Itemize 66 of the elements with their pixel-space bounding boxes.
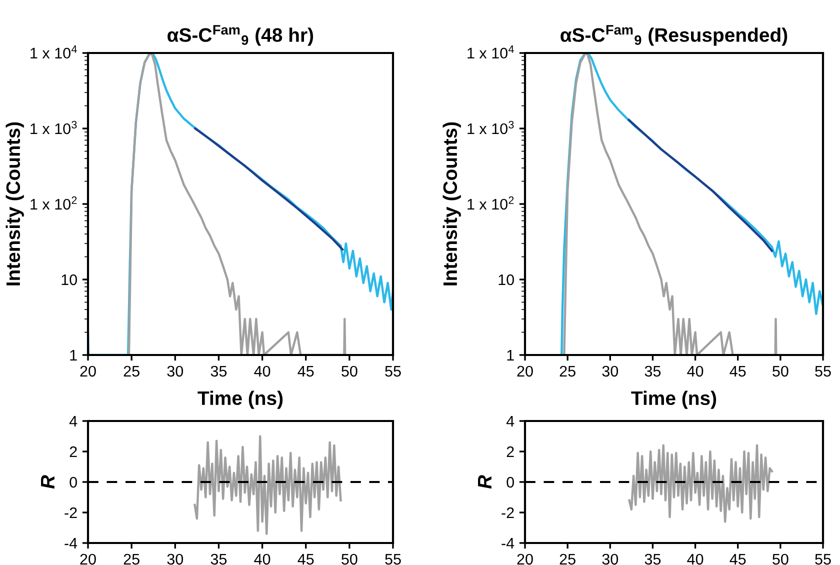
x-tick-label: 55 xyxy=(815,366,831,377)
y-tick-label: 1 xyxy=(507,350,514,361)
y-tick-label: 1 x 10$^{4}$ xyxy=(468,45,514,59)
line-series xyxy=(628,118,774,252)
y-tick-label: -4 xyxy=(64,538,78,549)
y-tick-label: -4 xyxy=(502,538,514,549)
x-tick-label: 20 xyxy=(517,554,533,565)
x-tick-label: 50 xyxy=(342,366,358,377)
y-tick-label: 0 xyxy=(506,476,514,488)
x-tick-label: 50 xyxy=(772,554,788,565)
x-tick-label: 35 xyxy=(210,366,227,377)
x-tick-label: 30 xyxy=(167,554,184,565)
y-tick-label: 1 x 10$^{4}$ xyxy=(30,45,77,59)
y-axis-title: Intensity (Counts) xyxy=(6,122,24,286)
line-series xyxy=(628,444,774,523)
y-axis-title: R xyxy=(41,475,54,489)
chart-title: αS-C$^{Fam}$$_{9}$ (48 hr) xyxy=(168,25,314,46)
x-tick-label: 40 xyxy=(254,366,270,377)
y-tick-label: 10 xyxy=(62,274,77,286)
x-tick-label: 50 xyxy=(772,366,788,377)
x-tick-label: 35 xyxy=(644,554,661,565)
x-tick-label: 45 xyxy=(298,366,314,377)
chart-title: αS-C$^{Fam}$$_{9}$ (Resuspended) xyxy=(560,25,788,46)
y-tick-label: -2 xyxy=(64,507,77,518)
y-tick-label: 4 xyxy=(69,416,78,427)
line-series xyxy=(563,53,778,355)
x-tick-label: 55 xyxy=(385,366,401,377)
x-tick-label: 45 xyxy=(730,366,746,377)
x-tick-label: 25 xyxy=(560,366,576,377)
line-series xyxy=(128,53,346,355)
line-series xyxy=(194,435,342,535)
y-tick-label: 4 xyxy=(506,416,514,427)
x-tick-label: 20 xyxy=(80,366,96,377)
y-tick-label: 1 xyxy=(70,350,77,361)
x-tick-label: 35 xyxy=(644,366,661,377)
x-tick-label: 20 xyxy=(80,554,96,565)
y-tick-label: 1 x 10$^{3}$ xyxy=(30,120,77,134)
y-axis-title: R xyxy=(478,475,492,489)
y-tick-label: 2 xyxy=(70,446,77,458)
x-tick-label: 30 xyxy=(602,366,618,377)
x-axis-title: Time (ns) xyxy=(198,390,283,409)
x-tick-label: 45 xyxy=(298,554,314,565)
x-tick-label: 55 xyxy=(815,554,831,565)
x-tick-label: 55 xyxy=(385,554,401,565)
x-tick-label: 25 xyxy=(560,554,576,565)
x-tick-label: 40 xyxy=(687,366,704,377)
line-series xyxy=(194,127,344,251)
x-axis-title: Time (ns) xyxy=(631,390,716,409)
x-tick-label: 25 xyxy=(124,366,140,377)
y-tick-label: 2 xyxy=(506,446,514,458)
y-tick-label: -2 xyxy=(502,507,514,518)
x-tick-label: 50 xyxy=(342,554,358,565)
y-tick-label: 10 xyxy=(498,274,514,286)
x-tick-label: 30 xyxy=(167,366,184,377)
y-tick-label: 1 x 10$^{2}$ xyxy=(30,196,77,210)
x-tick-label: 25 xyxy=(124,554,140,565)
y-tick-label: 1 x 10$^{2}$ xyxy=(468,196,514,210)
x-tick-label: 45 xyxy=(730,554,746,565)
x-tick-label: 40 xyxy=(254,554,270,565)
y-tick-label: 1 x 10$^{3}$ xyxy=(468,120,514,134)
x-tick-label: 20 xyxy=(517,366,533,377)
x-tick-label: 30 xyxy=(602,554,618,565)
x-tick-label: 35 xyxy=(210,554,227,565)
x-tick-label: 40 xyxy=(687,554,704,565)
y-tick-label: 0 xyxy=(70,476,77,488)
y-axis-title: Intensity (Counts) xyxy=(442,122,461,286)
